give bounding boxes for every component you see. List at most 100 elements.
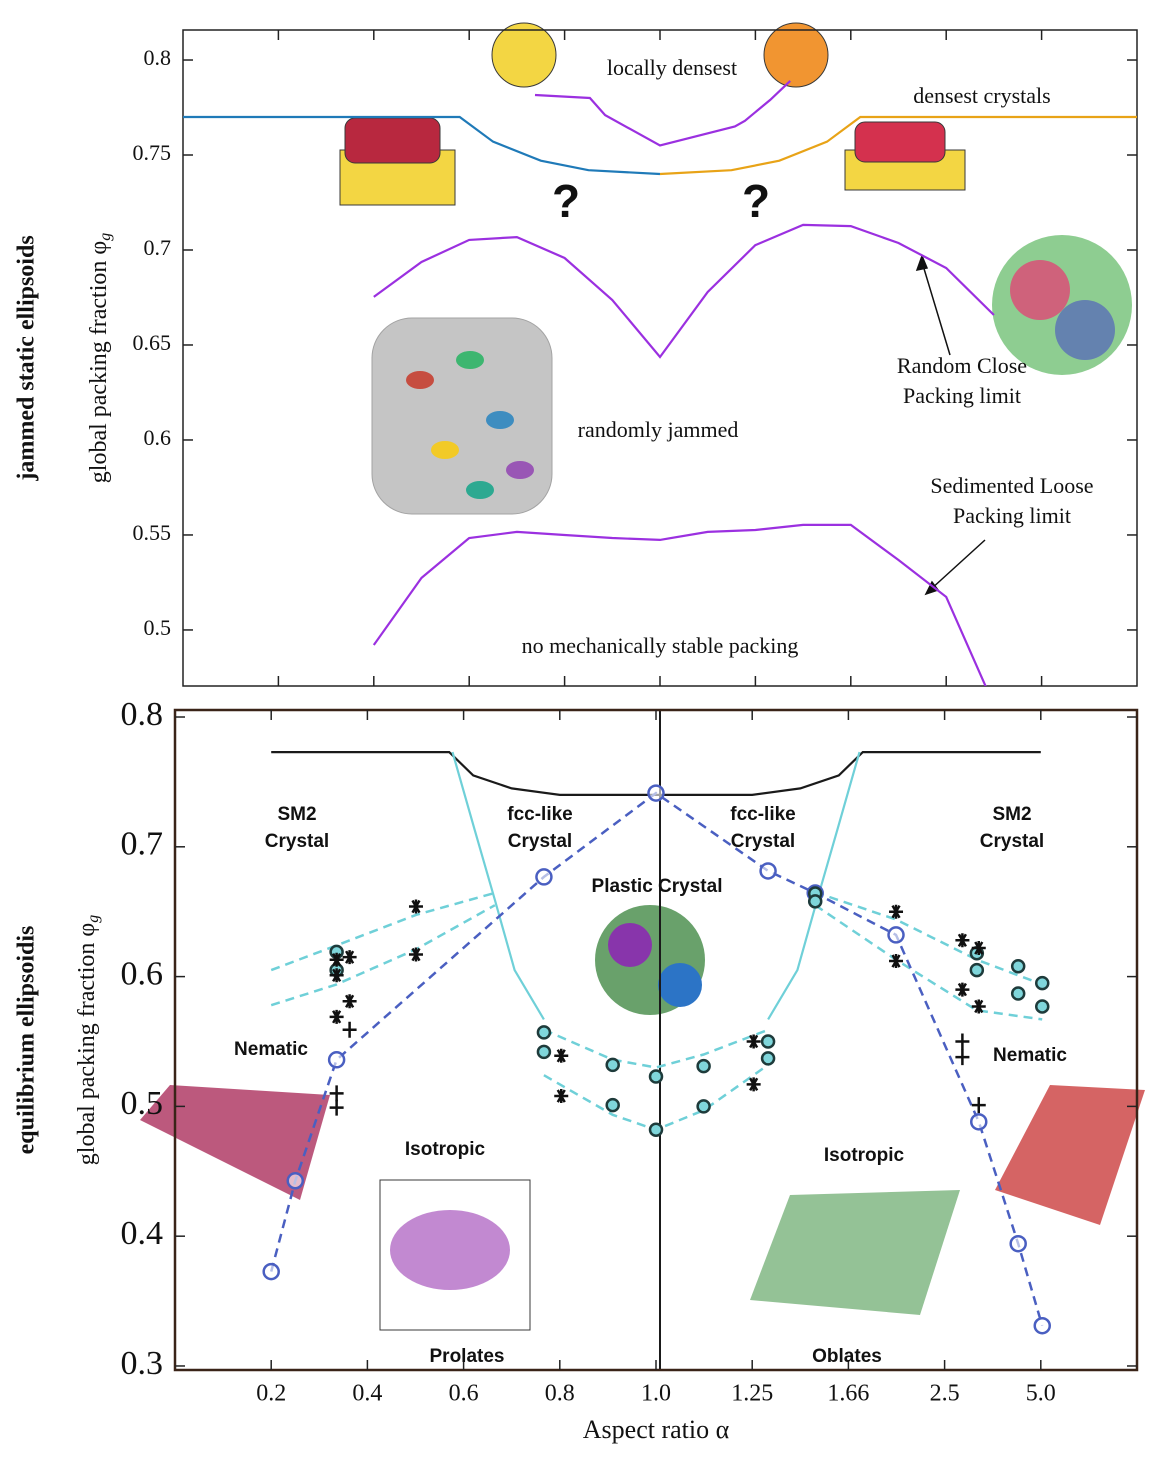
marker bbox=[761, 863, 776, 878]
x-axis-label: Aspect ratio α bbox=[583, 1415, 730, 1444]
annotation: ? bbox=[552, 175, 580, 227]
y-tick-label: 0.55 bbox=[133, 520, 172, 545]
annotation: Plastic Crystal bbox=[592, 876, 723, 897]
marker bbox=[972, 1097, 986, 1113]
marker bbox=[538, 1026, 550, 1038]
marker bbox=[607, 1099, 619, 1111]
y-tick-label: 0.6 bbox=[144, 425, 172, 450]
marker bbox=[329, 1052, 344, 1067]
marker bbox=[889, 927, 904, 942]
annotation: fcc-like bbox=[730, 804, 795, 825]
series-line bbox=[815, 892, 1042, 984]
y-axis-label-sub: g bbox=[97, 233, 114, 241]
annotation: Crystal bbox=[265, 831, 329, 852]
x-tick-label: 0.2 bbox=[256, 1381, 286, 1407]
marker bbox=[538, 1046, 550, 1058]
y-tick-label: 0.6 bbox=[121, 955, 164, 992]
marker bbox=[330, 1085, 344, 1101]
marker bbox=[264, 1264, 279, 1279]
marker bbox=[762, 1052, 774, 1064]
marker bbox=[650, 1071, 662, 1083]
marker bbox=[1035, 1318, 1050, 1333]
y-axis-label-main: global packing fraction φ bbox=[86, 241, 112, 483]
x-tick-label: 1.0 bbox=[641, 1381, 671, 1407]
marker bbox=[1012, 960, 1024, 972]
annotation: Prolates bbox=[430, 1346, 505, 1367]
plot-layer: jammed static ellipsoids global packing f… bbox=[14, 30, 1138, 1444]
series-line bbox=[544, 1030, 768, 1068]
y-tick-label: 0.8 bbox=[144, 45, 172, 70]
y-tick-label: 0.75 bbox=[133, 140, 172, 165]
series-line bbox=[815, 905, 1042, 1019]
row-label: equilibrium ellipsoidis bbox=[14, 926, 40, 1155]
y-tick-label: 0.5 bbox=[121, 1085, 164, 1122]
marker bbox=[971, 964, 983, 976]
marker bbox=[649, 786, 664, 801]
annotation: Packing limit bbox=[903, 383, 1021, 408]
marker bbox=[409, 948, 423, 962]
annotation: Crystal bbox=[731, 831, 795, 852]
marker bbox=[343, 994, 357, 1008]
annotation: Crystal bbox=[980, 831, 1044, 852]
marker bbox=[698, 1060, 710, 1072]
x-tick-label: 5.0 bbox=[1026, 1381, 1056, 1407]
annotation: locally densest bbox=[607, 55, 737, 80]
annotation: Nematic bbox=[993, 1045, 1067, 1066]
x-tick-label: 0.4 bbox=[352, 1381, 382, 1407]
y-tick-label: 0.65 bbox=[133, 330, 172, 355]
marker bbox=[1036, 1000, 1048, 1012]
y-axis-label-sub: g bbox=[85, 915, 102, 923]
annotation: SM2 bbox=[992, 804, 1031, 825]
y-tick-label: 0.8 bbox=[121, 696, 164, 733]
pointer-arrows bbox=[917, 256, 985, 594]
marker bbox=[955, 933, 969, 947]
x-tick-label: 1.66 bbox=[827, 1381, 869, 1407]
marker bbox=[536, 869, 551, 884]
marker bbox=[1011, 1236, 1026, 1251]
annotation: Crystal bbox=[508, 831, 572, 852]
x-tick-label: 1.25 bbox=[731, 1381, 773, 1407]
annotation: Oblates bbox=[812, 1346, 882, 1367]
y-tick-label: 0.7 bbox=[144, 235, 172, 260]
marker bbox=[955, 983, 969, 997]
marker bbox=[343, 950, 357, 964]
annotation: fcc-like bbox=[507, 804, 572, 825]
annotation: Isotropic bbox=[405, 1139, 486, 1160]
annotation: no mechanically stable packing bbox=[522, 633, 799, 658]
annotation: Sedimented Loose bbox=[930, 473, 1093, 498]
annotation: ? bbox=[742, 175, 770, 227]
marker bbox=[650, 1124, 662, 1136]
annotation: densest crystals bbox=[913, 83, 1050, 108]
series-line bbox=[271, 905, 495, 1005]
marker bbox=[343, 1022, 357, 1038]
annotation: Isotropic bbox=[824, 1145, 905, 1166]
x-tick-label: 0.8 bbox=[545, 1381, 575, 1407]
series-line bbox=[374, 525, 994, 705]
marker bbox=[1036, 977, 1048, 989]
annotation: Random Close bbox=[897, 353, 1027, 378]
series-line bbox=[453, 752, 544, 1019]
marker bbox=[955, 1033, 969, 1049]
y-tick-label: 0.5 bbox=[144, 615, 172, 640]
annotation: SM2 bbox=[277, 804, 316, 825]
y-tick-label: 0.7 bbox=[121, 826, 164, 863]
marker bbox=[1012, 987, 1024, 999]
annotation: randomly jammed bbox=[578, 417, 739, 442]
marker bbox=[330, 1010, 344, 1024]
y-axis-label: global packing fraction φg bbox=[74, 915, 102, 1165]
y-axis-label: global packing fraction φg bbox=[86, 233, 114, 483]
marker bbox=[607, 1059, 619, 1071]
y-tick-label: 0.3 bbox=[121, 1345, 164, 1382]
marker bbox=[971, 1114, 986, 1129]
x-tick-label: 2.5 bbox=[930, 1381, 960, 1407]
row-label: jammed static ellipsoids bbox=[14, 235, 40, 481]
marker bbox=[554, 1049, 568, 1063]
series-line bbox=[535, 81, 790, 146]
marker bbox=[554, 1089, 568, 1103]
marker bbox=[288, 1173, 303, 1188]
marker bbox=[330, 1100, 344, 1116]
annotation: Packing limit bbox=[953, 503, 1071, 528]
marker bbox=[409, 900, 423, 914]
series-line bbox=[271, 893, 495, 970]
marker bbox=[698, 1100, 710, 1112]
